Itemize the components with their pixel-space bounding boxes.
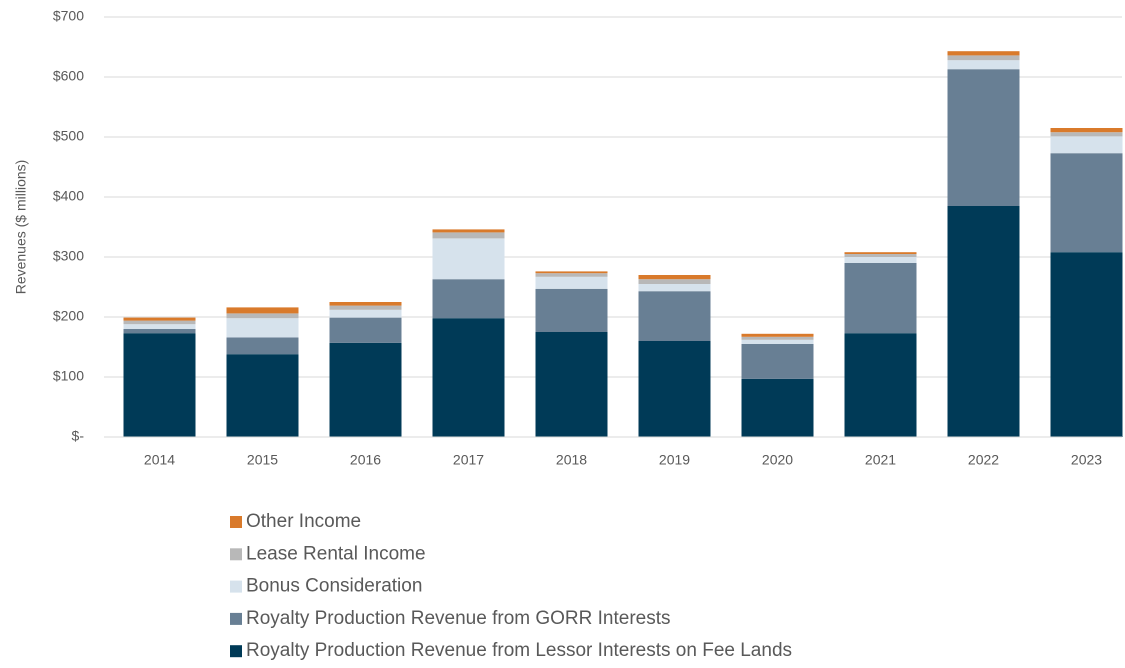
- x-tick-label: 2022: [968, 452, 999, 468]
- bar-segment: [123, 320, 196, 325]
- bar-segment: [947, 55, 1020, 61]
- bar-segment: [329, 317, 402, 343]
- x-tick-label: 2015: [247, 452, 278, 468]
- bar-segment: [947, 60, 1020, 70]
- legend-label: Royalty Production Revenue from GORR Int…: [246, 608, 671, 629]
- bar-segment: [535, 271, 608, 274]
- bar-segment: [329, 342, 402, 437]
- x-tick-label: 2016: [350, 452, 381, 468]
- bar-segment: [947, 69, 1020, 206]
- legend-swatch: [230, 612, 242, 625]
- bar-segment: [432, 238, 505, 280]
- bar-segment: [329, 302, 402, 306]
- bar-segment: [638, 275, 711, 280]
- bar-segment: [123, 324, 196, 329]
- bar-segment: [1050, 153, 1123, 253]
- x-tick-label: 2023: [1071, 452, 1102, 468]
- bar-segment: [226, 313, 299, 319]
- bar-segment: [638, 341, 711, 437]
- x-tick-label: 2020: [762, 452, 793, 468]
- bar-segment: [741, 339, 814, 344]
- bar-segment: [535, 276, 608, 289]
- legend-label: Other Income: [246, 511, 361, 532]
- bar-segment: [535, 273, 608, 277]
- bar-segment: [741, 333, 814, 337]
- bar-segment: [947, 206, 1020, 437]
- bar-segment: [741, 378, 814, 437]
- x-tick-label: 2017: [453, 452, 484, 468]
- bar-segment: [226, 307, 299, 314]
- bar-segment: [432, 318, 505, 437]
- legend-label: Royalty Production Revenue from Lessor I…: [246, 640, 792, 661]
- y-tick-label: $100: [53, 368, 84, 384]
- bar-segment: [226, 337, 299, 355]
- bar-segment: [947, 51, 1020, 56]
- x-tick-label: 2019: [659, 452, 690, 468]
- bar-segment: [226, 354, 299, 437]
- legend-swatch: [230, 645, 242, 658]
- legend-label: Bonus Consideration: [246, 576, 422, 597]
- bar-segment: [844, 333, 917, 437]
- y-axis-label: Revenues ($ millions): [13, 160, 29, 295]
- y-tick-label: $500: [53, 128, 84, 144]
- legend-swatch: [230, 516, 242, 528]
- legend-swatch: [230, 548, 242, 561]
- bar-segment: [1050, 136, 1123, 154]
- bar-segment: [329, 309, 402, 318]
- y-tick-label: $700: [53, 8, 84, 24]
- bar-segment: [535, 288, 608, 332]
- bar-segment: [432, 232, 505, 239]
- y-tick-label: $400: [53, 188, 84, 204]
- x-tick-label: 2018: [556, 452, 587, 468]
- y-tick-label: $300: [53, 248, 84, 264]
- bar-segment: [123, 333, 196, 437]
- legend-label: Lease Rental Income: [246, 543, 426, 564]
- y-tick-label: $-: [72, 428, 85, 444]
- bar-segment: [844, 257, 917, 263]
- bar-segment: [535, 332, 608, 437]
- bar-segment: [741, 336, 814, 340]
- bar-segment: [844, 254, 917, 257]
- bar-segment: [741, 344, 814, 379]
- bar-segment: [638, 279, 711, 284]
- bar-segment: [329, 305, 402, 310]
- x-tick-label: 2014: [144, 452, 175, 468]
- x-tick-label: 2021: [865, 452, 896, 468]
- bar-segment: [226, 318, 299, 338]
- bar-segment: [844, 263, 917, 334]
- bar-segment: [123, 329, 196, 334]
- bar-segment: [123, 317, 196, 321]
- bar-segment: [1050, 132, 1123, 137]
- bar-segment: [432, 229, 505, 233]
- bar-segment: [844, 252, 917, 254]
- y-tick-label: $200: [53, 308, 84, 324]
- y-tick-label: $600: [53, 68, 84, 84]
- bar-segment: [1050, 252, 1123, 437]
- legend-swatch: [230, 580, 242, 593]
- bar-segment: [638, 291, 711, 341]
- bar-segment: [432, 279, 505, 319]
- bar-segment: [638, 284, 711, 292]
- bar-segment: [1050, 128, 1123, 133]
